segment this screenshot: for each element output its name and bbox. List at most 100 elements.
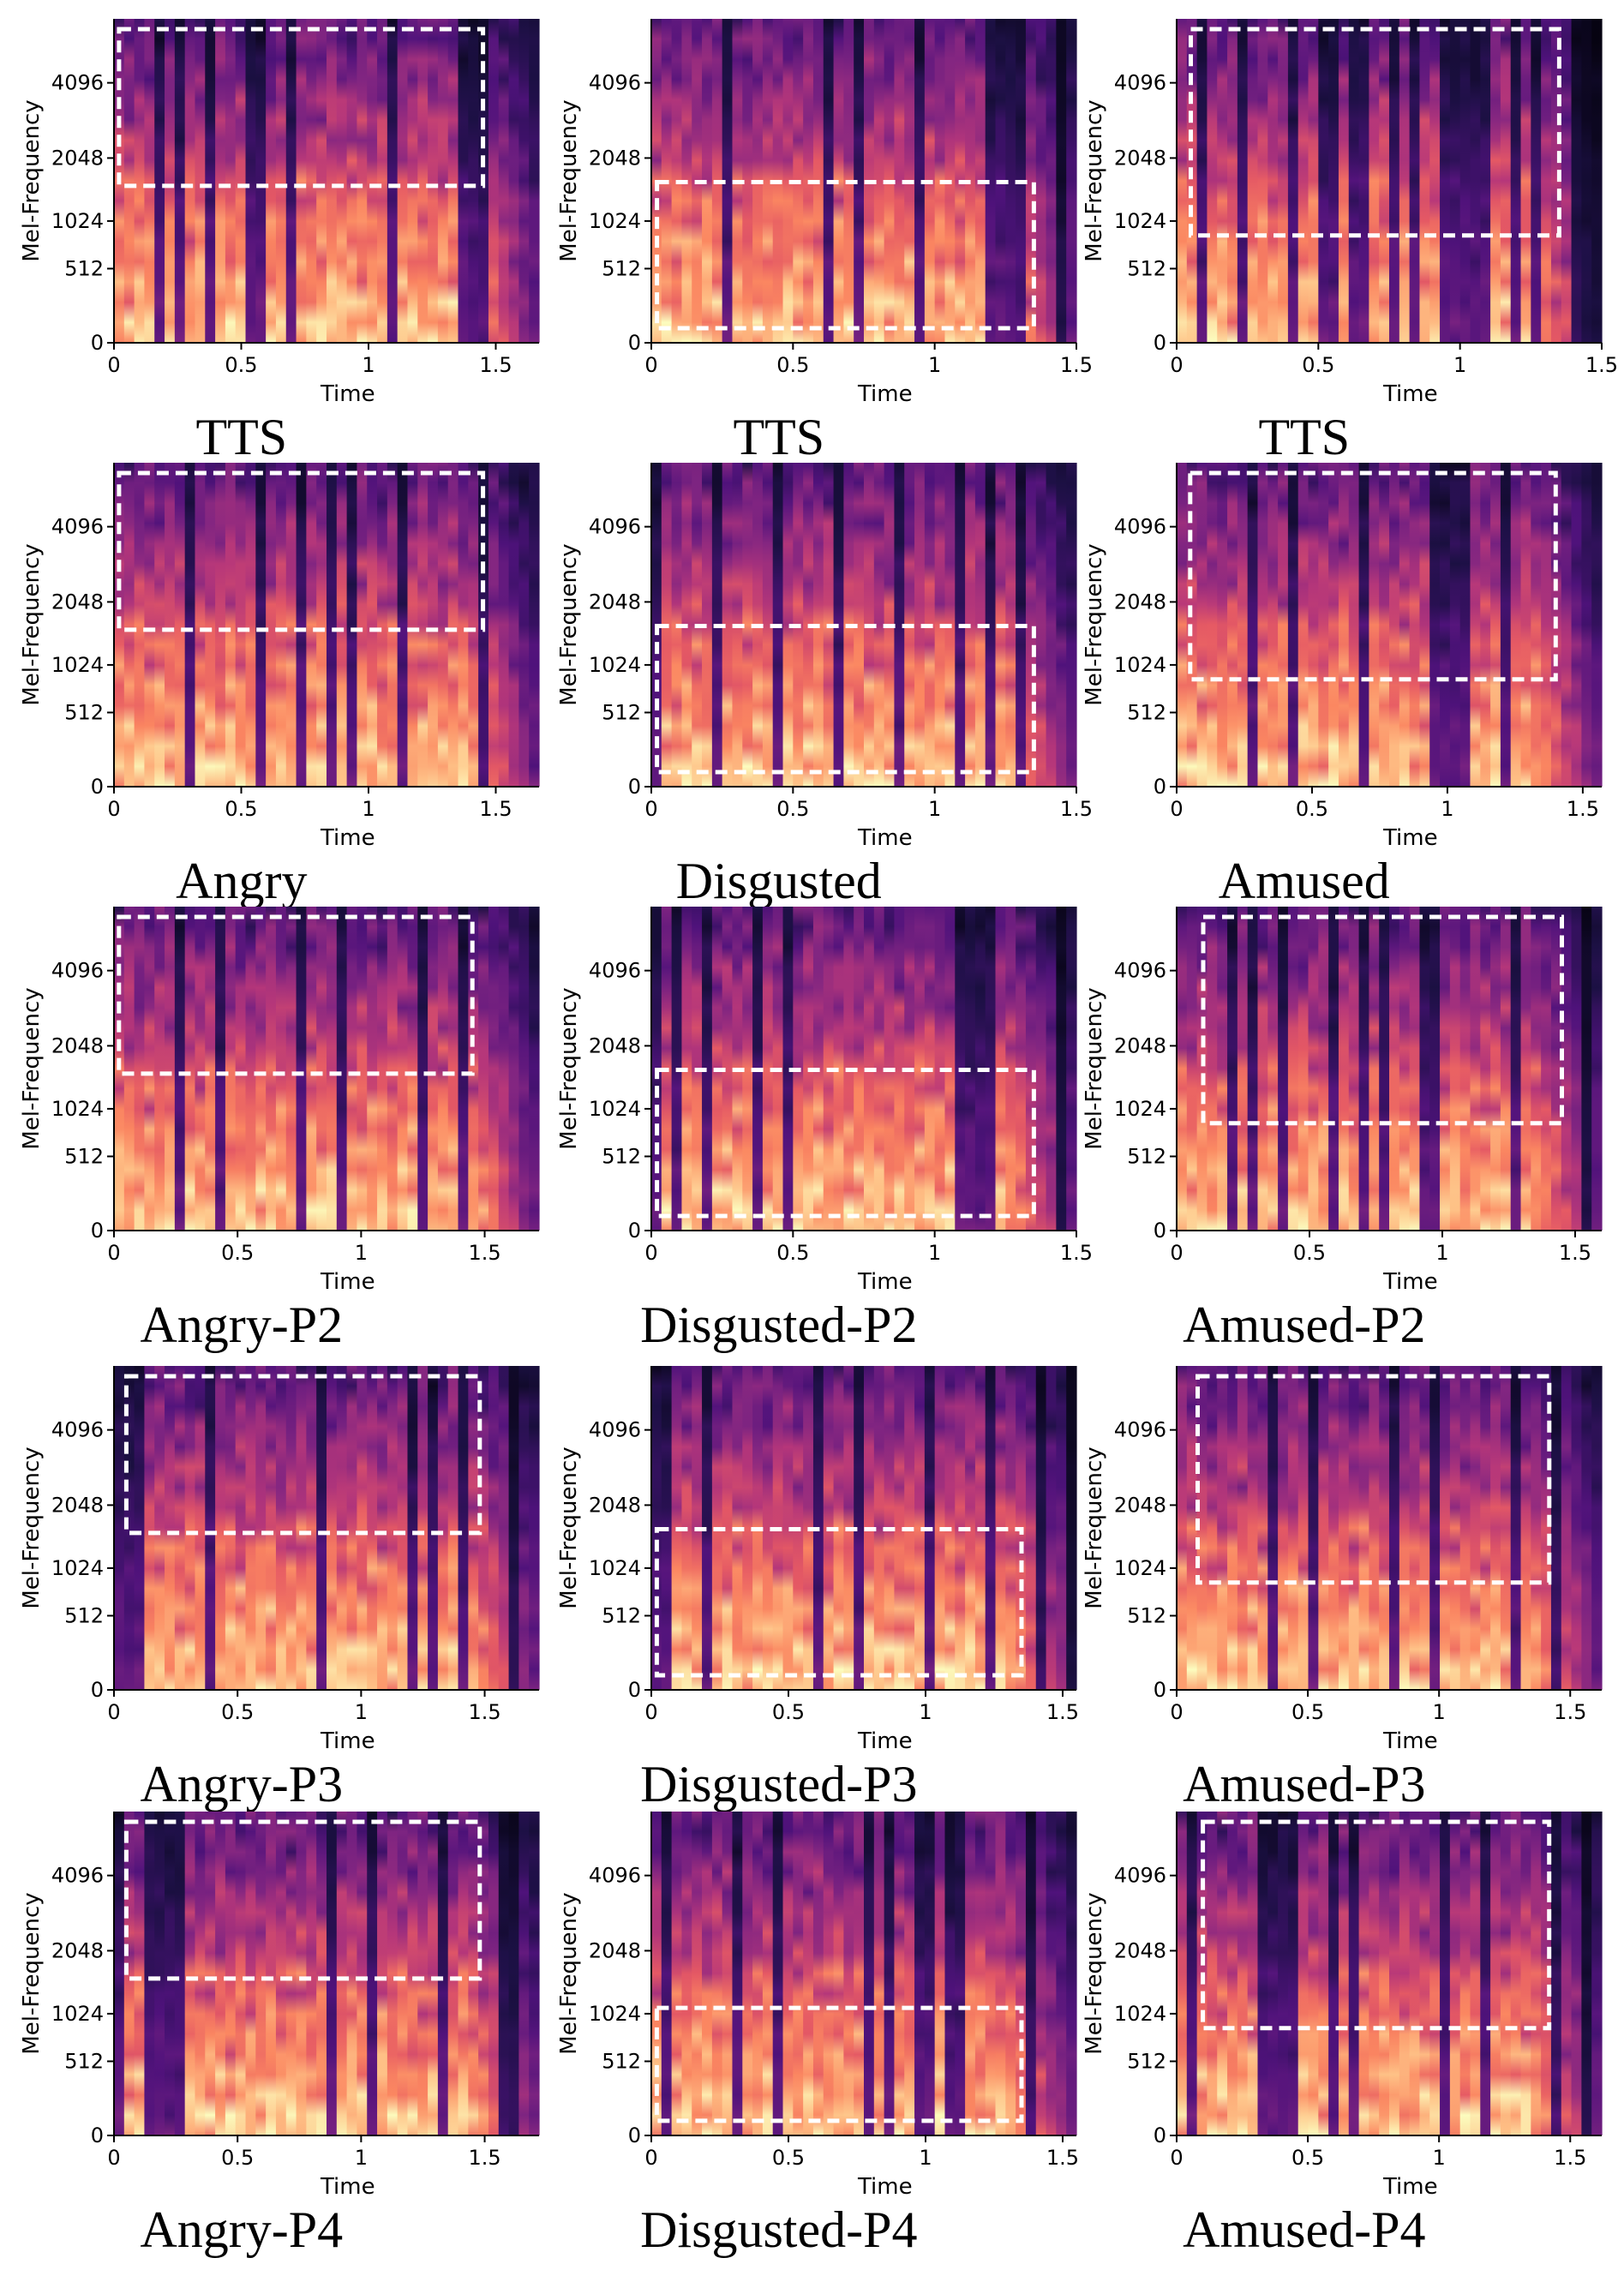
spectrogram-column [1490, 19, 1501, 343]
spectrogram-column [742, 907, 753, 1231]
spectrogram-column [1207, 1366, 1218, 1690]
spectrogram-column [387, 907, 399, 1231]
spectrogram-column [1217, 1366, 1228, 1690]
x-tick-label: 0.5 [225, 797, 257, 821]
spectrogram-column [1318, 1366, 1329, 1690]
spectrogram-column [904, 1812, 915, 2135]
spectrogram-column [478, 907, 489, 1231]
spectrogram-column [1348, 1366, 1360, 1690]
y-tick-label: 512 [64, 700, 104, 724]
spectrogram-column [1207, 907, 1218, 1231]
spectrogram-column [873, 907, 885, 1231]
y-tick-label: 1024 [589, 1097, 641, 1121]
spectrogram-column [407, 19, 418, 343]
y-tick-label: 512 [602, 2049, 641, 2073]
x-tick-label: 1.5 [479, 353, 512, 377]
y-tick-label: 1024 [51, 209, 104, 233]
y-tick-label: 512 [602, 256, 641, 280]
spectrogram-column [327, 1812, 338, 2135]
spectrogram-column [245, 1366, 256, 1690]
spectrogram-column [884, 1812, 896, 2135]
y-tick-label: 512 [64, 2049, 104, 2073]
spectrogram-column [123, 463, 135, 787]
spectrogram-column [387, 1366, 399, 1690]
spectrogram-column [275, 463, 287, 787]
y-tick-label: 0 [628, 331, 641, 355]
spectrogram-column [1541, 19, 1552, 343]
spectrogram-column [447, 1366, 459, 1690]
y-tick-label: 0 [628, 775, 641, 799]
spectrogram-column [498, 463, 510, 787]
y-tick-label: 4096 [1114, 1418, 1166, 1442]
panel-caption: Angry [176, 853, 307, 909]
spectrogram-column [205, 463, 216, 787]
spectrogram-column [1531, 463, 1542, 787]
y-tick-label: 512 [602, 700, 641, 724]
spectrogram-column [144, 463, 155, 787]
spectrogram-column [1005, 1366, 1016, 1690]
spectrogram-column [1196, 463, 1208, 787]
spectrogram-column [498, 907, 510, 1231]
spectrogram-column [1227, 907, 1238, 1231]
spectrogram-column [1399, 1812, 1411, 2135]
spectrogram-column [529, 1366, 540, 1690]
spectrogram-column [245, 463, 256, 787]
spectrogram-column [367, 463, 378, 787]
spectrogram-column [1389, 907, 1400, 1231]
spectrogram-column [367, 907, 378, 1231]
spectrogram-column [1440, 19, 1451, 343]
spectrogram-column [854, 463, 865, 787]
spectrogram-column [762, 1812, 774, 2135]
spectrogram-column [306, 19, 317, 343]
spectrogram-column [1571, 907, 1582, 1231]
spectrogram-column [336, 463, 348, 787]
spectrogram-column [1369, 463, 1380, 787]
highlight-box [117, 27, 486, 189]
spectrogram-column [447, 907, 459, 1231]
spectrogram-column [447, 1812, 459, 2135]
spectrogram-column [225, 19, 237, 343]
spectrogram-column [428, 1366, 439, 1690]
spectrogram-column [1561, 907, 1573, 1231]
spectrogram-column [154, 1366, 165, 1690]
panel-disgusted-p2: 0 512 1024 2048 4096 0 0.5 1 1.5 Time Mel-Frequenc… [556, 907, 1093, 1353]
spectrogram-column [742, 463, 753, 787]
panel-amused-p3: 0 512 1024 2048 4096 0 0.5 1 1.5 Time Mel-Frequenc… [1082, 1366, 1603, 1812]
spectrogram-column [722, 1366, 734, 1690]
y-tick-label: 512 [64, 256, 104, 280]
spectrogram-column [488, 1366, 500, 1690]
spectrogram-column [965, 1812, 976, 2135]
spectrogram-column [255, 463, 267, 787]
spectrogram-column [327, 19, 338, 343]
y-tick-label: 4096 [1114, 1864, 1166, 1888]
spectrogram-column [1186, 1812, 1198, 2135]
x-tick-label: 1.5 [468, 2146, 500, 2170]
spectrogram-column [114, 1366, 125, 1690]
spectrogram-column [1237, 1812, 1249, 2135]
y-tick-label: 0 [1154, 1219, 1166, 1243]
spectrogram-column [692, 1812, 703, 2135]
x-tick-label: 0.5 [776, 1241, 809, 1265]
spectrogram-column [397, 463, 409, 787]
spectrogram-column [854, 1366, 865, 1690]
spectrogram-column [1591, 1366, 1603, 1690]
x-tick-label: 0.5 [221, 1700, 254, 1724]
spectrogram-column [873, 1366, 885, 1690]
y-tick-label: 0 [91, 2123, 104, 2147]
spectrogram-column [488, 19, 500, 343]
spectrogram-column [985, 463, 997, 787]
panel-caption: Disgusted [676, 853, 882, 909]
spectrogram-column [812, 1812, 824, 2135]
spectrogram-column [742, 19, 753, 343]
x-tick-label: 1 [928, 797, 941, 821]
spectrogram-column [1308, 463, 1319, 787]
spectrogram-column [873, 19, 885, 343]
spectrogram-column [985, 907, 997, 1231]
spectrogram-heatmap [114, 907, 540, 1231]
spectrogram-column [407, 907, 418, 1231]
spectrogram-column [1056, 907, 1067, 1231]
x-axis-title: Time [1382, 1728, 1438, 1754]
spectrogram-column [165, 1812, 176, 2135]
spectrogram-column [1490, 907, 1501, 1231]
y-tick-label: 0 [628, 1219, 641, 1243]
